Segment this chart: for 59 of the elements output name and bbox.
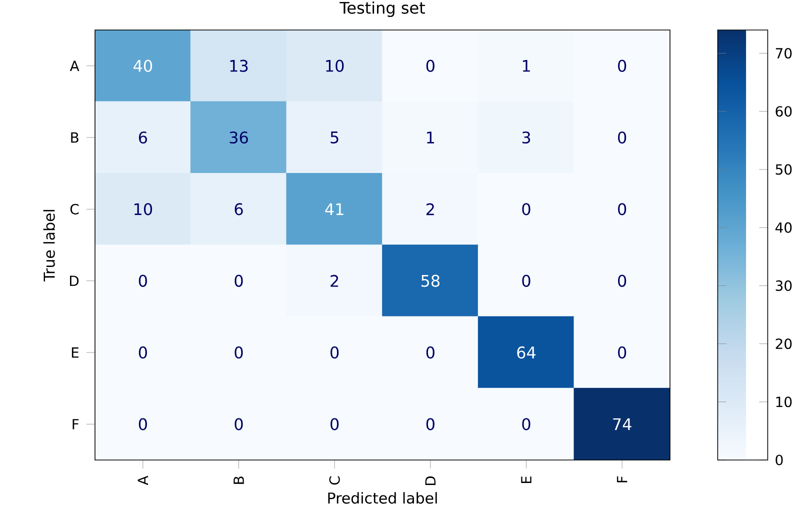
data-label: 13 <box>230 60 248 72</box>
data-label: 3 <box>522 131 530 144</box>
data-label: 2 <box>330 274 338 287</box>
y-tick-label: D <box>70 276 79 286</box>
color-bar-label: 0 <box>776 454 783 466</box>
x-tick-label: D <box>425 476 436 485</box>
data-label: 0 <box>138 274 147 287</box>
data-label: 0 <box>330 418 339 430</box>
data-label: 0 <box>330 346 339 359</box>
color-bar-label: 40 <box>775 222 792 233</box>
y-tick-label: F <box>72 419 79 430</box>
data-label: 0 <box>426 346 434 359</box>
data-label: 1 <box>522 60 530 72</box>
data-label: 0 <box>138 346 147 359</box>
data-label: 0 <box>522 418 530 430</box>
data-label: 0 <box>234 418 243 430</box>
data-label: 58 <box>421 274 440 287</box>
data-label: 6 <box>234 203 243 216</box>
x-tick-label: B <box>234 476 244 484</box>
color-bar-label: 50 <box>776 164 792 175</box>
data-label: 1 <box>427 132 434 144</box>
data-label: 0 <box>618 203 626 216</box>
data-label: 0 <box>618 346 626 359</box>
data-label: 0 <box>618 274 626 287</box>
data-label: 0 <box>138 418 147 430</box>
data-label: 40 <box>134 60 152 72</box>
data-label: 0 <box>234 274 243 287</box>
data-label: 0 <box>522 203 530 216</box>
data-label: 64 <box>517 346 536 359</box>
x-tick-label: C <box>329 476 340 485</box>
data-label: 10 <box>134 203 152 216</box>
x-tick-label: E <box>521 476 532 484</box>
y-tick-label: B <box>71 132 78 143</box>
data-label: 0 <box>618 131 626 144</box>
data-label: 10 <box>326 60 344 72</box>
color-bar-label: 60 <box>776 106 792 117</box>
y-tick-label: A <box>70 60 80 71</box>
color-bar-label: 10 <box>776 396 792 408</box>
color-bar-label: 30 <box>776 280 792 291</box>
data-label: 0 <box>522 274 530 287</box>
chart-title: Testing set <box>340 1 425 17</box>
data-label: 0 <box>234 346 243 359</box>
data-label: 0 <box>618 60 626 72</box>
data-label: 41 <box>325 203 344 215</box>
data-label: 0 <box>426 60 434 72</box>
y-axis-title: True label <box>43 210 55 282</box>
data-label: 36 <box>230 131 248 144</box>
y-tick-label: C <box>70 204 79 214</box>
x-tick-label: A <box>138 476 148 486</box>
color-bar-label: 20 <box>776 338 792 350</box>
data-label: 0 <box>426 418 434 430</box>
x-tick-label: F <box>616 476 628 482</box>
y-tick-label: E <box>72 347 78 358</box>
data-label: 74 <box>613 418 632 430</box>
data-label: 2 <box>426 203 434 216</box>
color-bar-label: 70 <box>776 48 792 59</box>
data-label: 5 <box>330 132 338 144</box>
x-axis-title: Predicted label <box>328 492 437 504</box>
data-label: 6 <box>138 131 147 144</box>
